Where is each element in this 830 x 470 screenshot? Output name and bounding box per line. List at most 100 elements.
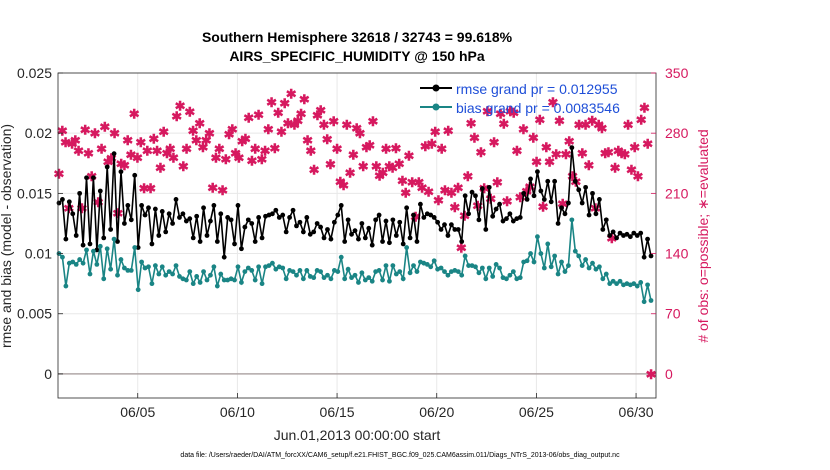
obs-point: ✱ (597, 121, 608, 136)
bias-point (459, 272, 465, 278)
obs-point: ✱ (233, 150, 244, 165)
obs-point: ✱ (534, 112, 545, 127)
rmse-point (538, 188, 544, 194)
bias-point (128, 268, 134, 273)
obs-point: ✱ (299, 92, 310, 107)
bias-point (259, 281, 265, 287)
bias-point (221, 277, 227, 283)
rmse-point (552, 178, 558, 184)
bias-point (617, 278, 623, 284)
rmse-point (631, 230, 637, 236)
obs-point: ✱ (139, 181, 150, 196)
rmse-point (393, 233, 399, 238)
obs-point: ✱ (626, 162, 637, 177)
obs-point: ✱ (407, 175, 418, 190)
bias-point (352, 272, 358, 278)
plot-frame (57, 72, 657, 399)
bias-point (569, 217, 575, 223)
bias-point (152, 263, 158, 268)
obs-point: ✱ (498, 117, 509, 132)
obs-point: ✱ (371, 159, 382, 174)
rmse-point (607, 233, 613, 238)
obs-point: ✱ (126, 148, 137, 163)
rmse-point (235, 203, 241, 208)
obs-point: ✱ (511, 143, 522, 158)
obs-point: ✱ (636, 112, 647, 127)
obs-point: ✱ (587, 113, 598, 128)
obs-point: ✱ (341, 118, 352, 133)
rmse-point (187, 216, 193, 222)
rmse-point (442, 222, 447, 228)
rmse-point (555, 221, 561, 226)
bias-point (504, 276, 509, 282)
rmse-point (211, 203, 217, 208)
bias-point (280, 265, 286, 271)
bias-point (380, 277, 385, 283)
obs-point: ✱ (462, 169, 473, 184)
legend-rmse-label: rmse grand pr = 0.012955 (456, 81, 618, 97)
bias-point (269, 260, 275, 266)
left-tick-label: 0.02 (25, 125, 52, 141)
rmse-point (356, 236, 361, 242)
rmse-point (407, 235, 413, 241)
obs-point: ✱ (269, 141, 280, 156)
rmse-point (56, 200, 62, 206)
rmse-point (300, 229, 306, 235)
rmse-point (507, 211, 513, 217)
bias-point (424, 261, 430, 267)
obs-point: ✱ (305, 143, 316, 158)
rmse-point (435, 219, 441, 225)
obs-point: ✱ (109, 126, 120, 141)
obs-point: ✱ (312, 108, 323, 123)
rmse-point (648, 253, 654, 259)
bias-point (91, 248, 96, 254)
rmse-point (201, 205, 206, 211)
obs-point: ✱ (410, 210, 421, 225)
right-tick-label: 70 (665, 306, 681, 322)
rmse-point (390, 217, 396, 223)
bias-point (610, 278, 616, 284)
bias-point (397, 269, 403, 275)
obs-point: ✱ (207, 180, 218, 195)
bias-point (393, 271, 399, 277)
x-tick-label: 06/30 (619, 404, 654, 420)
obs-point: ✱ (469, 130, 480, 145)
rmse-point (521, 190, 527, 196)
obs-point: ✱ (80, 123, 91, 138)
rmse-point (294, 223, 299, 229)
obs-point: ✱ (106, 151, 117, 166)
rmse-point (287, 215, 293, 220)
rmse-point (455, 227, 461, 232)
obs-point: ✱ (397, 173, 408, 188)
bias-point (290, 269, 296, 275)
legend-rmse-marker (432, 84, 440, 92)
obs-point: ✱ (538, 199, 549, 214)
bias-point (455, 269, 461, 275)
obs-point: ✱ (377, 166, 388, 181)
rmse-point (524, 196, 530, 202)
rmse-point (438, 227, 444, 232)
bias-point (411, 263, 416, 268)
left-tick-label: 0.005 (17, 306, 52, 322)
rmse-point (228, 217, 234, 223)
obs-point: ✱ (459, 209, 470, 224)
obs-point: ✱ (194, 116, 205, 131)
rmse-point (104, 164, 110, 170)
obs-point: ✱ (446, 186, 457, 201)
bias-point (638, 280, 644, 285)
rmse-point (473, 193, 478, 199)
rmse-point (600, 227, 606, 232)
bias-point (572, 248, 578, 254)
obs-point: ✱ (237, 134, 248, 149)
bias-point (249, 268, 255, 273)
bias-point (204, 277, 210, 283)
rmse-point (517, 215, 523, 220)
obs-point: ✱ (574, 118, 585, 133)
rmse-point (335, 212, 341, 218)
bias-point (84, 247, 89, 253)
bias-point (60, 254, 65, 260)
bias-point (407, 270, 413, 276)
rmse-point (170, 221, 175, 226)
obs-point: ✱ (528, 130, 539, 145)
rmse-point (159, 209, 165, 214)
